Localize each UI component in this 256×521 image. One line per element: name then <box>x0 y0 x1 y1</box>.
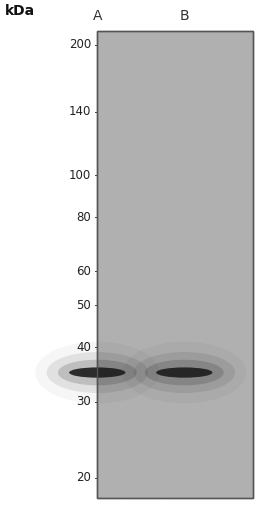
Text: B: B <box>179 9 189 23</box>
Bar <box>97 31 253 498</box>
Ellipse shape <box>156 367 212 378</box>
Text: A: A <box>92 9 102 23</box>
Ellipse shape <box>145 359 224 386</box>
Bar <box>97 31 253 498</box>
Text: 60: 60 <box>76 265 91 278</box>
Text: 200: 200 <box>69 39 91 52</box>
Text: 140: 140 <box>69 105 91 118</box>
Ellipse shape <box>58 359 137 386</box>
Text: 40: 40 <box>76 341 91 354</box>
Ellipse shape <box>134 352 235 393</box>
Text: kDa: kDa <box>5 4 35 18</box>
Ellipse shape <box>69 367 125 378</box>
Text: 50: 50 <box>76 299 91 312</box>
Text: 80: 80 <box>76 210 91 224</box>
Ellipse shape <box>47 352 148 393</box>
Text: 100: 100 <box>69 169 91 182</box>
Text: 20: 20 <box>76 472 91 484</box>
Text: 30: 30 <box>76 395 91 408</box>
